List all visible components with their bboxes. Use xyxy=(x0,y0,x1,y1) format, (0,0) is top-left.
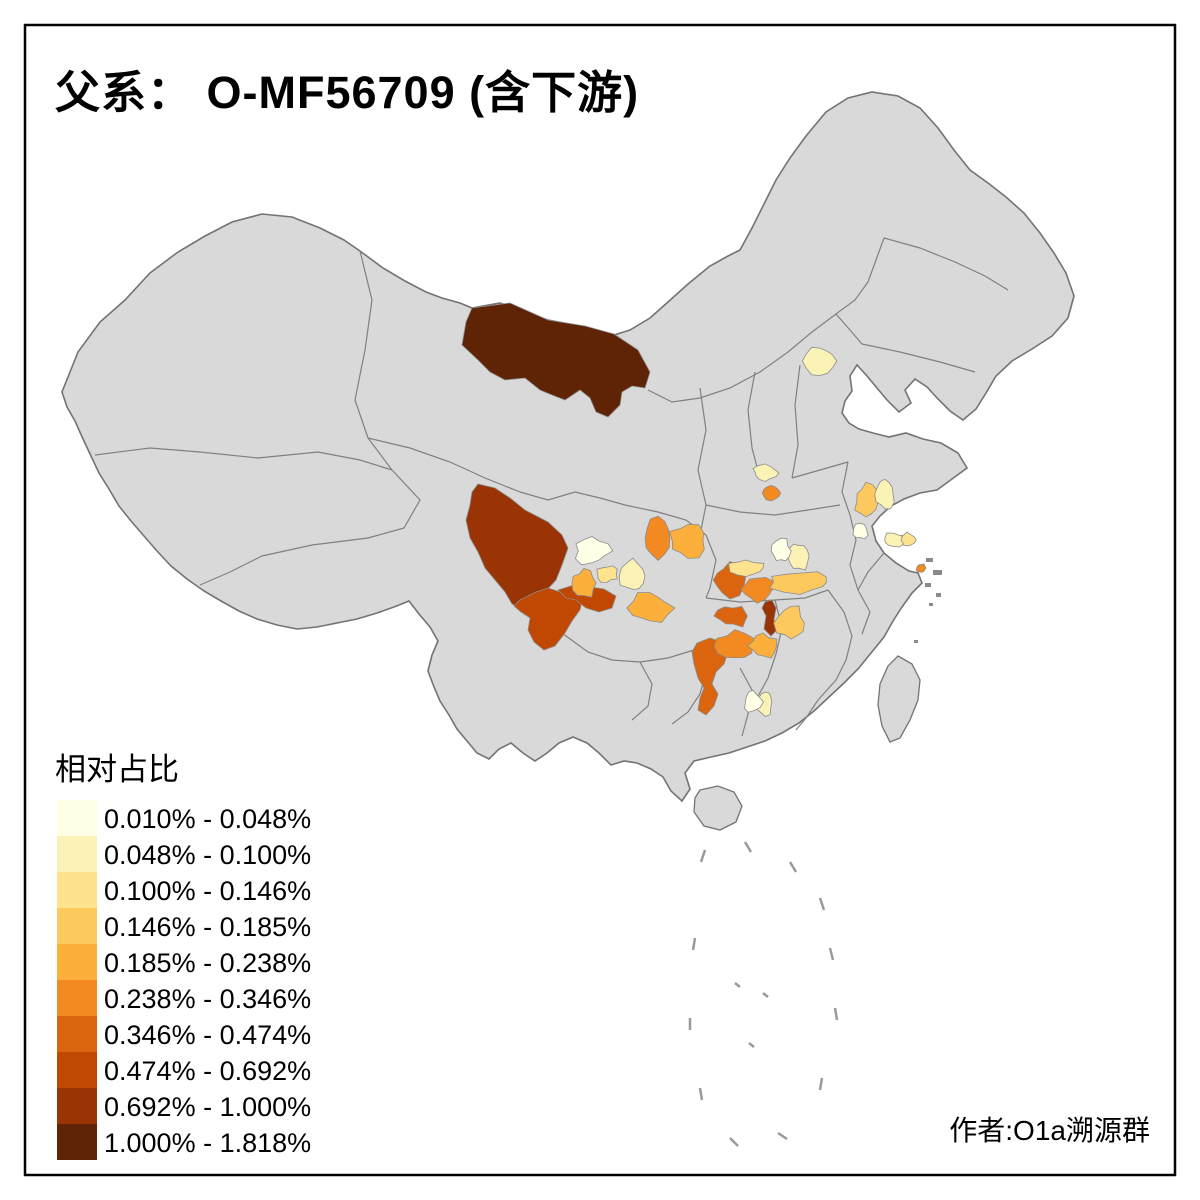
region-southeast-hunan xyxy=(746,632,778,659)
region-north-guangdong-west xyxy=(744,689,764,713)
region-shanghai-dot xyxy=(915,563,927,573)
region-west-inner-mongolia-large xyxy=(461,302,651,418)
region-northeast-sichuan-west xyxy=(644,515,671,561)
author-credit: 作者:O1a溯源群 xyxy=(949,1115,1150,1146)
region-central-hubei-pale xyxy=(770,537,792,562)
figure-frame xyxy=(23,23,1177,1177)
region-ne-of-chengdu xyxy=(596,565,618,583)
legend: 0.010% - 0.048% 0.048% - 0.100% 0.100% - 0… xyxy=(57,800,311,1160)
taiwan-island xyxy=(877,655,921,743)
region-south-sichuan-guizhou-border xyxy=(626,592,676,623)
legend-swatch-5 xyxy=(57,944,97,980)
region-west-jiangxi-strip xyxy=(761,599,778,637)
region-west-central-jiangxi xyxy=(773,605,805,640)
legend-label-6: 0.238% - 0.346% xyxy=(104,984,311,1014)
region-beijing xyxy=(801,346,838,377)
legend-swatch-7 xyxy=(57,1016,97,1052)
region-chengdu-area xyxy=(574,536,614,566)
region-northeast-jiangsu-coast xyxy=(874,478,895,510)
legend-label-9: 0.692% - 1.000% xyxy=(104,1092,311,1122)
legend-swatch-4 xyxy=(57,908,97,944)
legend-label-8: 0.474% - 0.692% xyxy=(104,1056,311,1086)
legend-swatch-9 xyxy=(57,1088,97,1124)
region-northeast-sichuan-east xyxy=(668,523,705,559)
legend-label-7: 0.346% - 0.474% xyxy=(104,1020,311,1050)
region-north-henan xyxy=(752,463,780,483)
legend-swatch-1 xyxy=(57,800,97,836)
region-central-henan-dot xyxy=(761,484,782,502)
region-south-sichuan-a xyxy=(513,587,584,651)
legend-swatch-3 xyxy=(57,872,97,908)
region-south-hubei-band xyxy=(728,559,765,577)
region-south-central-hunan xyxy=(713,629,755,659)
legend-swatch-6 xyxy=(57,980,97,1016)
legend-label-2: 0.048% - 0.100% xyxy=(104,840,311,870)
legend-swatch-2 xyxy=(57,836,97,872)
choropleth-regions xyxy=(461,302,927,717)
figure-title: 父系： O-MF56709 (含下游) xyxy=(55,67,639,118)
legend-label-1: 0.010% - 0.048% xyxy=(104,804,311,834)
region-east-of-chengdu-star xyxy=(618,557,646,590)
region-central-jiangsu xyxy=(884,532,905,548)
region-central-hunan-dark xyxy=(713,605,748,628)
region-mid-jiangsu-pale xyxy=(852,522,869,540)
legend-swatch-10 xyxy=(57,1124,97,1160)
hainan-island xyxy=(693,785,743,831)
legend-title: 相对占比 xyxy=(55,752,179,787)
china-outline xyxy=(61,91,1075,803)
legend-label-5: 0.185% - 0.238% xyxy=(104,948,311,978)
region-west-central-sichuan xyxy=(571,567,597,598)
legend-label-10: 1.000% - 1.818% xyxy=(104,1128,311,1158)
region-northwest-jiangsu xyxy=(854,481,879,518)
coastal-islets xyxy=(914,558,942,643)
region-north-central-hunan xyxy=(740,576,775,604)
region-southeast-hubei-band xyxy=(768,571,827,595)
south-china-sea-dashes xyxy=(688,841,839,1147)
legend-swatch-8 xyxy=(57,1052,97,1088)
legend-label-4: 0.146% - 0.185% xyxy=(104,912,311,942)
legend-label-3: 0.100% - 0.146% xyxy=(104,876,311,906)
